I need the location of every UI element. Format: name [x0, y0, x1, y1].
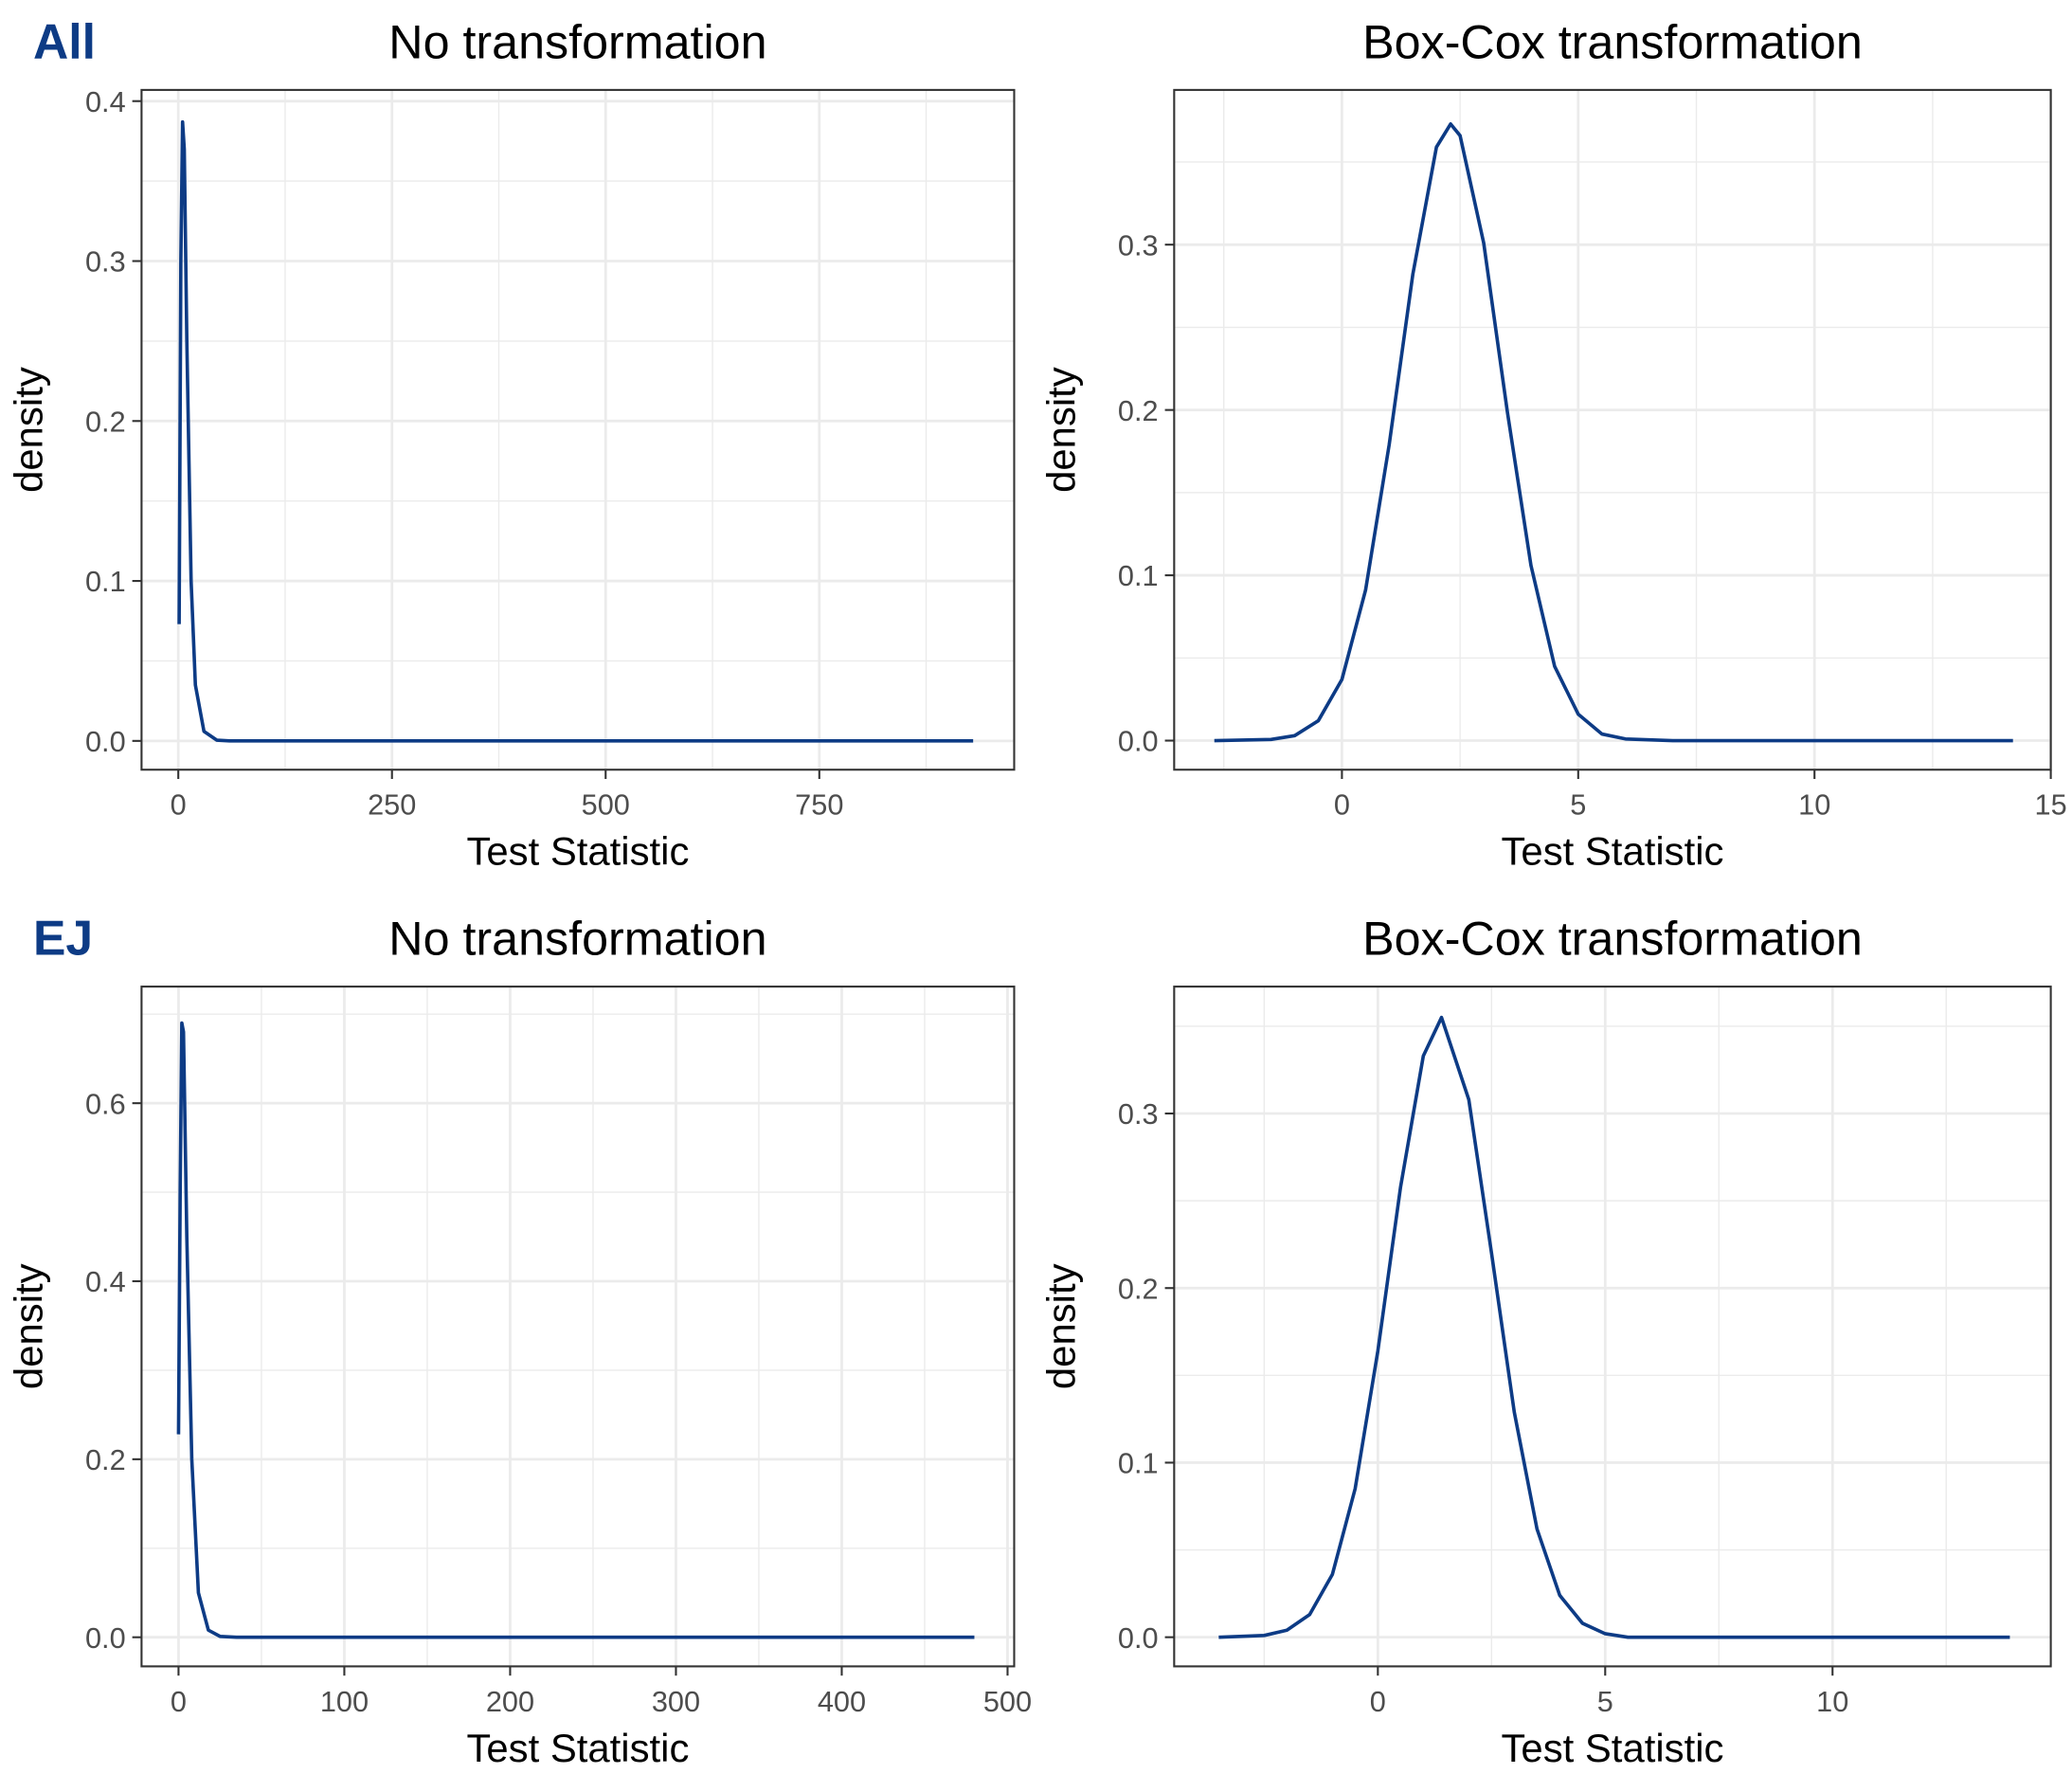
plot-border: [140, 88, 1016, 771]
density-line: [176, 1021, 975, 1639]
x-tick-label: 300: [652, 1685, 700, 1718]
y-tick-label: 0.3: [1118, 228, 1159, 262]
x-axis-title: Test Statistic: [466, 1726, 689, 1770]
y-tick-label: 0.0: [1118, 725, 1159, 758]
x-tick-label: 400: [818, 1685, 866, 1718]
x-tick-label: 500: [983, 1685, 1032, 1718]
y-axis-title: density: [1039, 1263, 1084, 1389]
x-tick-label: 0: [1334, 788, 1350, 822]
x-tick-label: 100: [320, 1685, 369, 1718]
y-tick-label: 0.4: [85, 85, 126, 118]
y-tick-label: 0.1: [1118, 559, 1159, 592]
x-axis-title: Test Statistic: [1501, 1726, 1723, 1770]
density-line: [1218, 1015, 2010, 1639]
x-tick-label: 250: [368, 788, 416, 822]
y-tick-label: 0.0: [85, 1621, 126, 1655]
density-line: [177, 119, 974, 743]
chart-title: No transformation: [388, 913, 766, 966]
x-axis-title: Test Statistic: [1501, 829, 1723, 874]
plot-border: [140, 986, 1016, 1668]
x-tick-label: 15: [2035, 788, 2067, 822]
chart-title: Box-Cox transformation: [1362, 15, 1863, 68]
plot-border: [1173, 88, 2052, 771]
x-tick-label: 0: [171, 788, 187, 822]
panel-tag: EJ: [33, 911, 93, 966]
plot-background: [141, 89, 1015, 770]
density-line: [1214, 122, 2013, 743]
y-tick-label: 0.0: [1118, 1621, 1159, 1655]
y-axis-title: density: [7, 367, 51, 493]
y-axis-title: density: [1039, 367, 1084, 493]
x-axis-title: Test Statistic: [466, 829, 689, 874]
y-axis-title: density: [7, 1263, 51, 1389]
y-tick-label: 0.6: [85, 1087, 126, 1120]
plot-border: [1173, 986, 2052, 1668]
y-tick-label: 0.4: [85, 1265, 126, 1298]
chart-title: Box-Cox transformation: [1362, 913, 1863, 966]
y-tick-label: 0.2: [1118, 1272, 1159, 1305]
y-tick-label: 0.3: [1118, 1097, 1159, 1131]
plot-background: [1174, 987, 2051, 1667]
x-tick-label: 0: [1370, 1685, 1386, 1718]
x-tick-label: 200: [486, 1685, 534, 1718]
y-tick-label: 0.2: [1118, 394, 1159, 427]
plot-background: [141, 987, 1015, 1667]
y-tick-label: 0.2: [85, 405, 126, 438]
y-tick-label: 0.0: [85, 725, 126, 758]
y-tick-label: 0.2: [85, 1443, 126, 1476]
y-tick-label: 0.3: [85, 245, 126, 279]
x-tick-label: 5: [1597, 1685, 1613, 1718]
chart-title: No transformation: [388, 15, 766, 68]
plot-background: [1174, 89, 2051, 770]
x-tick-label: 5: [1570, 788, 1586, 822]
y-tick-label: 0.1: [85, 565, 126, 598]
x-tick-label: 500: [582, 788, 630, 822]
x-tick-label: 10: [1798, 788, 1830, 822]
y-tick-label: 0.1: [1118, 1447, 1159, 1480]
x-tick-label: 10: [1816, 1685, 1848, 1718]
x-tick-label: 0: [171, 1685, 187, 1718]
x-tick-label: 750: [795, 788, 843, 822]
panel-tag: All: [33, 13, 96, 68]
